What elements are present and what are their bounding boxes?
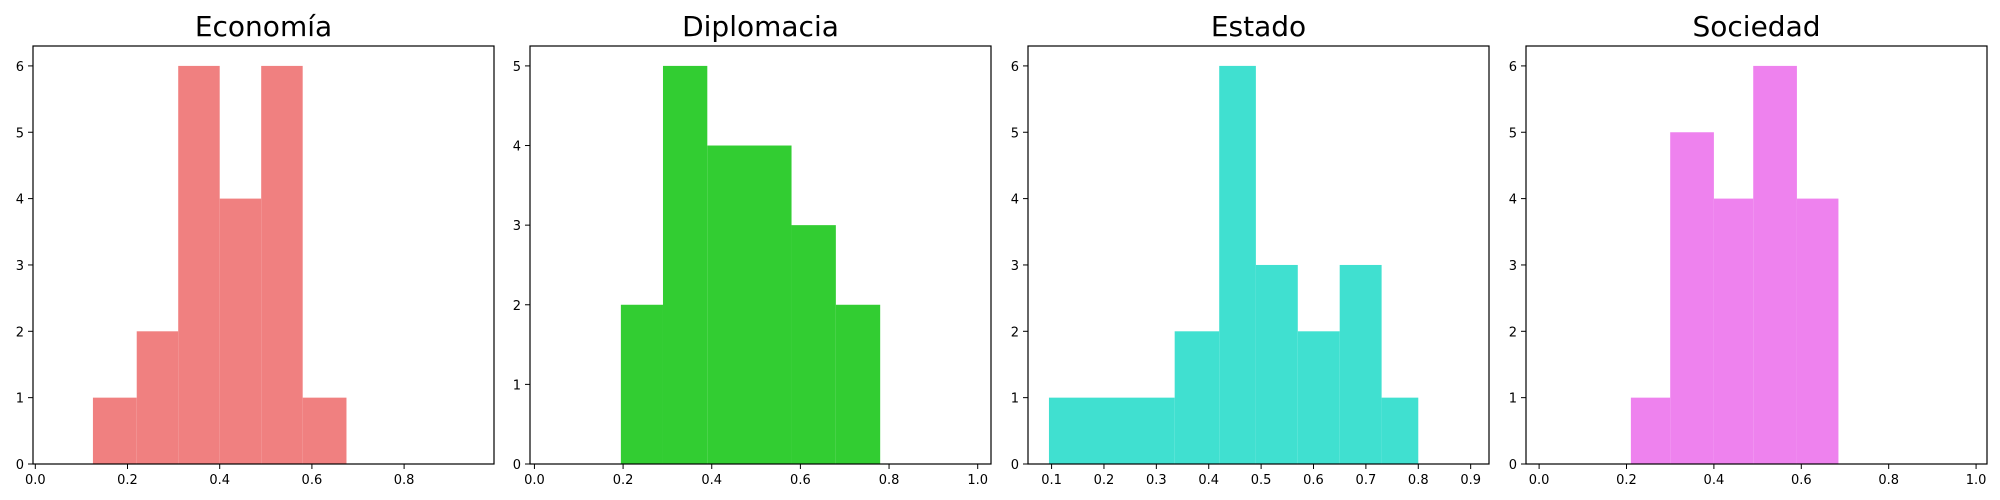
y-tick-label: 4 — [1011, 193, 1019, 208]
histogram-bar — [1174, 331, 1220, 464]
y-tick-label: 4 — [16, 193, 24, 208]
x-tick-label: 0.0 — [524, 473, 545, 488]
histogram-bar — [136, 331, 179, 464]
x-tick-label: 0.2 — [117, 473, 138, 488]
x-tick-label: 0.8 — [879, 473, 900, 488]
histogram-bar — [620, 304, 663, 464]
y-tick-label: 0 — [1011, 458, 1019, 473]
x-tick-label: 0.1 — [1041, 473, 1062, 488]
y-tick-label: 0 — [1509, 458, 1517, 473]
y-tick-label: 3 — [513, 219, 521, 234]
histogram-bar — [92, 397, 137, 464]
x-tick-label: 0.6 — [790, 473, 811, 488]
x-tick-label: 1.0 — [1966, 473, 1987, 488]
axes-frame — [1027, 45, 1490, 465]
y-tick-label: 1 — [16, 392, 24, 407]
histogram-bar — [1713, 198, 1754, 464]
x-tick-label: 0.8 — [1878, 473, 1899, 488]
axes-frame — [529, 45, 992, 465]
y-tick-label: 2 — [16, 325, 24, 340]
histogram-bar — [261, 65, 303, 465]
y-tick-label: 2 — [1011, 325, 1019, 340]
histogram-bar — [1630, 397, 1671, 464]
histogram-bar — [1381, 397, 1419, 464]
x-tick-label: 0.6 — [302, 473, 323, 488]
histogram-bar — [1219, 65, 1256, 465]
histogram-bar — [1796, 198, 1839, 464]
y-tick-label: 5 — [16, 126, 24, 141]
panel-title: Economía — [195, 10, 332, 43]
histogram-panel: Diplomacia 0.0 0.2 0.4 0.6 0.8 1.0 0 1 2 3 4 5 — [513, 10, 992, 488]
histogram-bar — [707, 145, 792, 464]
x-tick-label: 0.6 — [1303, 473, 1324, 488]
y-tick-label: 6 — [16, 60, 24, 75]
y-tick-label: 0 — [513, 458, 521, 473]
y-tick-label: 4 — [1509, 193, 1517, 208]
x-tick-label: 0.5 — [1251, 473, 1272, 488]
x-tick-label: 1.0 — [967, 473, 988, 488]
y-tick-label: 1 — [1509, 392, 1517, 407]
y-tick-label: 3 — [16, 259, 24, 274]
y-tick-label: 5 — [1509, 126, 1517, 141]
x-tick-label: 0.4 — [1704, 473, 1725, 488]
histogram-bar — [1753, 65, 1797, 465]
x-tick-label: 0.8 — [1408, 473, 1429, 488]
x-tick-label: 0.2 — [613, 473, 634, 488]
x-tick-label: 0.4 — [209, 473, 230, 488]
y-tick-label: 2 — [513, 299, 521, 314]
histogram-bar — [219, 198, 262, 464]
x-tick-label: 0.2 — [1094, 473, 1115, 488]
y-tick-label: 1 — [1011, 392, 1019, 407]
histogram-panel: Estado 0.1 0.2 0.3 0.4 0.5 0.6 0.7 0.8 0.9 0 1 2 3 4 5 6 — [1011, 10, 1490, 488]
x-tick-label: 0.3 — [1146, 473, 1167, 488]
histogram-bar — [835, 304, 881, 464]
y-tick-label: 6 — [1011, 60, 1019, 75]
histogram-bar — [178, 65, 220, 465]
histogram-bar — [1670, 132, 1714, 464]
y-tick-label: 3 — [1011, 259, 1019, 274]
histogram-bar — [1297, 331, 1340, 464]
histogram-bar — [1339, 264, 1382, 464]
y-tick-label: 6 — [1509, 60, 1517, 75]
y-tick-label: 3 — [1509, 259, 1517, 274]
axes-frame — [1525, 45, 1988, 465]
x-tick-label: 0.0 — [1529, 473, 1550, 488]
histogram-bar — [1255, 264, 1298, 464]
y-tick-label: 2 — [1509, 325, 1517, 340]
x-tick-label: 0.7 — [1356, 473, 1377, 488]
x-tick-label: 0.8 — [394, 473, 415, 488]
x-tick-label: 0.4 — [701, 473, 722, 488]
x-tick-label: 0.9 — [1460, 473, 1481, 488]
axes-frame — [32, 45, 495, 465]
histogram-bar — [302, 397, 347, 464]
y-tick-label: 1 — [513, 378, 521, 393]
y-tick-label: 4 — [513, 140, 521, 155]
x-tick-label: 0.0 — [25, 473, 46, 488]
y-tick-label: 5 — [1011, 126, 1019, 141]
histogram-panel: Sociedad 0.0 0.2 0.4 0.6 0.8 1.0 0 1 2 3 4 5 6 — [1509, 10, 1988, 488]
histogram-bar — [662, 65, 708, 465]
y-tick-label: 0 — [16, 458, 24, 473]
histogram-panel: Economía 0.0 0.2 0.4 0.6 0.8 0 1 2 3 4 5 6 — [16, 10, 495, 488]
panel-title: Diplomacia — [682, 10, 839, 43]
histogram-bar — [791, 225, 836, 464]
x-tick-label: 0.6 — [1791, 473, 1812, 488]
x-tick-label: 0.2 — [1616, 473, 1637, 488]
x-tick-label: 0.4 — [1198, 473, 1219, 488]
histogram-bar — [1048, 397, 1175, 464]
panel-title: Sociedad — [1692, 10, 1820, 43]
panel-title: Estado — [1211, 10, 1306, 43]
y-tick-label: 5 — [513, 60, 521, 75]
